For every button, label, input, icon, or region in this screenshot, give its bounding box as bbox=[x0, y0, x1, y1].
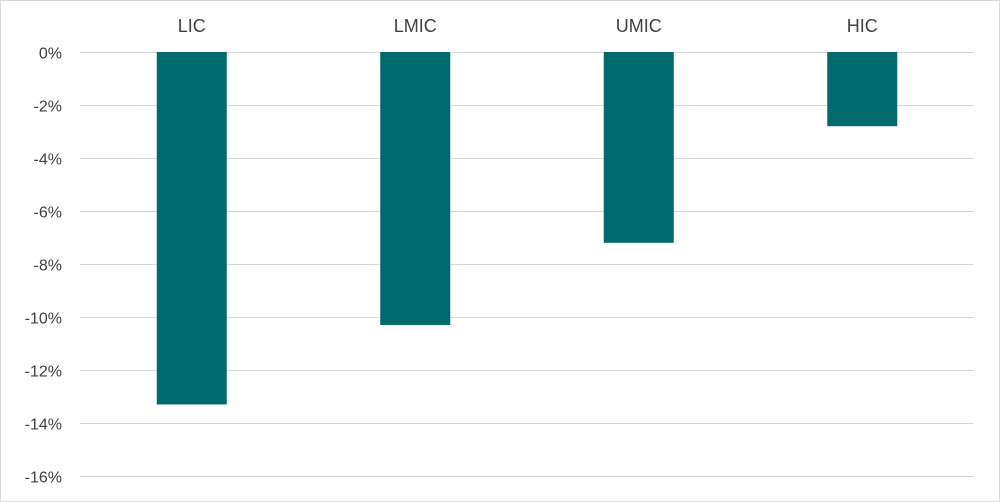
y-tick-label: -4% bbox=[34, 152, 62, 169]
y-tick-label: -12% bbox=[25, 364, 62, 381]
category-label-hic: HIC bbox=[847, 16, 878, 36]
gridlines bbox=[80, 52, 974, 477]
category-label-lic: LIC bbox=[178, 16, 206, 36]
y-tick-label: -14% bbox=[25, 417, 62, 434]
y-tick-label: -6% bbox=[34, 205, 62, 222]
category-label-umic: UMIC bbox=[616, 16, 662, 36]
y-axis-tick-labels: 0% -2% -4% -6% -8% -10% -12% -14% -16% bbox=[25, 46, 62, 487]
bar-hic bbox=[827, 52, 898, 127]
bar-lic bbox=[156, 52, 227, 405]
y-tick-label: -16% bbox=[25, 470, 62, 487]
y-tick-label: -10% bbox=[25, 311, 62, 328]
y-tick-label: -2% bbox=[34, 99, 62, 116]
category-label-lmic: LMIC bbox=[394, 16, 437, 36]
y-tick-label: 0% bbox=[39, 46, 62, 63]
bar-umic bbox=[603, 52, 674, 243]
bars bbox=[156, 52, 898, 405]
bar-lmic bbox=[380, 52, 451, 325]
category-labels: LIC LMIC UMIC HIC bbox=[178, 16, 878, 36]
y-tick-label: -8% bbox=[34, 258, 62, 275]
